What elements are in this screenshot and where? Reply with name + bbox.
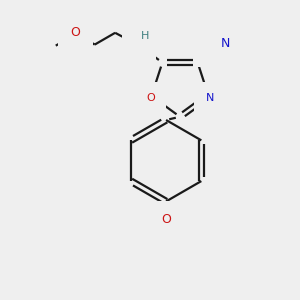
Text: N: N <box>134 38 143 51</box>
Text: N: N <box>206 93 214 103</box>
Text: C: C <box>208 46 216 56</box>
Text: O: O <box>161 213 171 226</box>
Text: O: O <box>146 93 155 103</box>
Text: N: N <box>220 37 230 50</box>
Text: O: O <box>70 26 80 39</box>
Text: H: H <box>141 31 149 41</box>
